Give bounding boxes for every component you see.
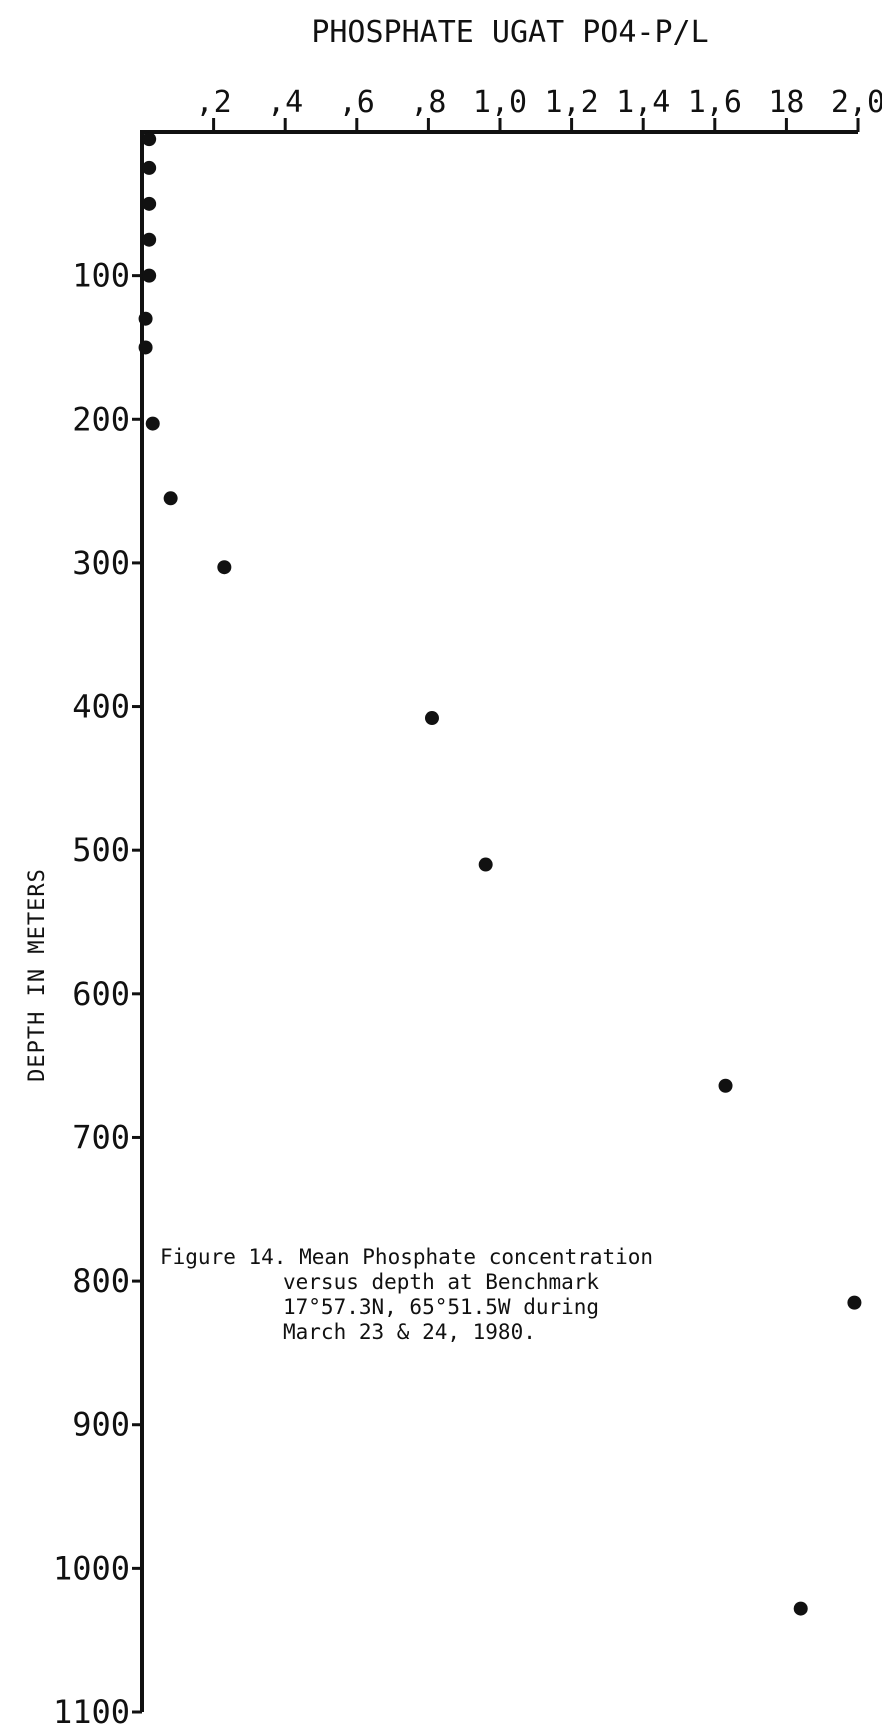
data-point: [719, 1079, 733, 1093]
data-point: [847, 1296, 861, 1310]
data-points: [139, 132, 862, 1615]
x-tick-label: 1,2: [545, 85, 599, 120]
data-point: [142, 132, 156, 146]
caption-line-1: Figure 14. Mean Phosphate concentration: [160, 1245, 653, 1269]
y-tick-label: 200: [72, 400, 130, 438]
chart-title: PHOSPHATE UGAT PO4-P/L: [311, 15, 708, 50]
y-tick-label: 1100: [53, 1693, 130, 1729]
y-tick-label: 1000: [53, 1549, 130, 1587]
x-tick-label: 2,0: [831, 85, 882, 120]
data-point: [794, 1602, 808, 1616]
y-tick-label: 800: [72, 1262, 130, 1300]
data-point: [479, 858, 493, 872]
y-tick-label: 600: [72, 975, 130, 1013]
y-tick-label: 300: [72, 544, 130, 582]
y-tick-label: 400: [72, 688, 130, 726]
x-tick-label: 1,4: [616, 85, 670, 120]
x-axis-ticks: ,2 ,4 ,6 ,8 1,0 1,2 1,4 1,6 18 2,0: [196, 85, 882, 132]
x-tick-label: ,6: [339, 85, 375, 120]
figure-caption: Figure 14. Mean Phosphate concentration …: [160, 1245, 653, 1344]
y-axis-ticks: 100 200 300 400 500 600 700 800 900 1000 1100: [53, 257, 142, 1729]
y-tick-label: 700: [72, 1118, 130, 1156]
data-point: [142, 233, 156, 247]
data-point: [139, 312, 153, 326]
y-axis-label: DEPTH IN METERS: [25, 868, 50, 1082]
x-tick-label: ,4: [267, 85, 303, 120]
data-point: [425, 711, 439, 725]
y-tick-label: 900: [72, 1406, 130, 1444]
data-point: [146, 417, 160, 431]
data-point: [142, 197, 156, 211]
x-tick-label: 18: [768, 85, 804, 120]
caption-line-3: 17°57.3N, 65°51.5W during: [283, 1295, 599, 1319]
x-tick-label: 1,0: [473, 85, 527, 120]
caption-line-4: March 23 & 24, 1980.: [283, 1320, 536, 1344]
data-point: [217, 560, 231, 574]
x-tick-label: ,8: [410, 85, 446, 120]
x-tick-label: 1,6: [688, 85, 742, 120]
data-point: [142, 161, 156, 175]
data-point: [142, 269, 156, 283]
data-point: [164, 491, 178, 505]
y-tick-label: 100: [72, 257, 130, 295]
x-tick-label: ,2: [196, 85, 232, 120]
data-point: [139, 340, 153, 354]
caption-line-2: versus depth at Benchmark: [283, 1270, 599, 1294]
y-tick-label: 500: [72, 831, 130, 869]
